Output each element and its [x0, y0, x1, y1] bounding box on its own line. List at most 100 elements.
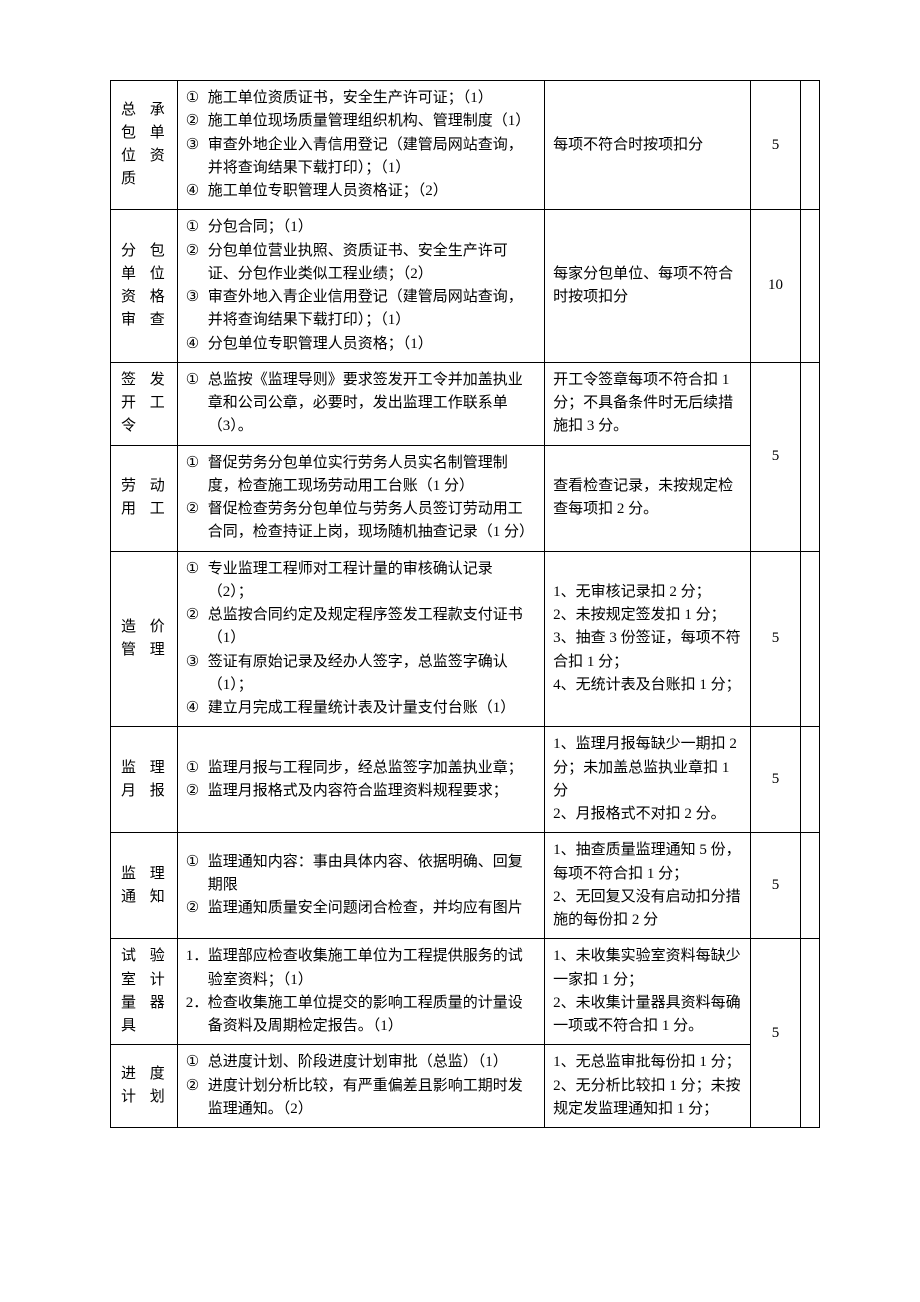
list-marker: ①: [186, 369, 208, 392]
table-row: 监理通知①监理通知内容：事由具体内容、依据明确、回复期限②监理通知质量安全问题闭…: [111, 833, 820, 939]
row-extra: [801, 833, 820, 939]
row-label: 进度计划: [111, 1045, 178, 1128]
list-item-text: 分包单位营业执照、资质证书、安全生产许可证、分包作业类似工程业绩；（2）: [208, 240, 536, 287]
list-marker: ②: [186, 897, 208, 920]
row-extra: [801, 551, 820, 727]
list-marker: ④: [186, 180, 208, 203]
row-content: ①总监按《监理导则》要求签发开工令并加盖执业章和公司公章，必要时，发出监理工作联…: [177, 362, 544, 445]
list-item-text: 施工单位资质证书，安全生产许可证；（1）: [208, 87, 536, 110]
criteria-text: 每家分包单位、每项不符合时按项扣分: [553, 263, 742, 310]
row-content: ①监理月报与工程同步，经总监签字加盖执业章；②监理月报格式及内容符合监理资料规程…: [177, 727, 544, 833]
list-marker: ①: [186, 87, 208, 110]
table-row: 进度计划①总进度计划、阶段进度计划审批（总监）（1）②进度计划分析比较，有严重偏…: [111, 1045, 820, 1128]
row-criteria: 1、无总监审批每份扣 1 分；2、无分析比较扣 1 分；未按规定发监理通知扣 1…: [545, 1045, 751, 1128]
list-item-text: 监理通知质量安全问题闭合检查，并均应有图片: [208, 897, 536, 920]
criteria-text: 1、抽查质量监理通知 5 份，每项不符合扣 1 分；2、无回复又没有启动扣分措施…: [553, 839, 742, 932]
list-marker: ②: [186, 1075, 208, 1098]
list-marker: ②: [186, 110, 208, 133]
criteria-text: 1、监理月报每缺少一期扣 2 分；未加盖总监执业章扣 1 分2、月报格式不对扣 …: [553, 733, 742, 826]
row-extra: [801, 939, 820, 1128]
row-label: 签发开工令: [111, 362, 178, 445]
table-row: 总承包单位资质 ①施工单位资质证书，安全生产许可证；（1）②施工单位现场质量管理组…: [111, 81, 820, 210]
table-row: 签发开工令①总监按《监理导则》要求签发开工令并加盖执业章和公司公章，必要时，发出…: [111, 362, 820, 445]
list-marker: 2．: [186, 992, 208, 1015]
list-item-text: 监理通知内容：事由具体内容、依据明确、回复期限: [208, 851, 536, 898]
list-item-text: 总监按《监理导则》要求签发开工令并加盖执业章和公司公章，必要时，发出监理工作联系…: [208, 369, 536, 439]
list-marker: ④: [186, 333, 208, 356]
row-extra: [801, 362, 820, 551]
list-item-text: 督促劳务分包单位实行劳务人员实名制管理制度，检查施工现场劳动用工台账（1 分）: [208, 452, 536, 499]
row-score: 10: [750, 210, 800, 363]
list-marker: ②: [186, 240, 208, 263]
table-row: 试验室计量器具1．监理部应检查收集施工单位为工程提供服务的试验室资料；（1）2．…: [111, 939, 820, 1045]
row-content: ①总进度计划、阶段进度计划审批（总监）（1）②进度计划分析比较，有严重偏差且影响…: [177, 1045, 544, 1128]
row-criteria: 每家分包单位、每项不符合时按项扣分: [545, 210, 751, 363]
list-item-text: 建立月完成工程量统计表及计量支付台账（1）: [208, 697, 536, 720]
list-item-text: 签证有原始记录及经办人签字，总监签字确认（1）；: [208, 651, 536, 698]
row-score: 5: [750, 939, 800, 1128]
criteria-text: 开工令签章每项不符合扣 1 分；不具备条件时无后续措施扣 3 分。: [553, 369, 742, 439]
list-marker: ①: [186, 757, 208, 780]
row-extra: [801, 81, 820, 210]
row-criteria: 开工令签章每项不符合扣 1 分；不具备条件时无后续措施扣 3 分。: [545, 362, 751, 445]
row-label: 总承包单位资质: [111, 81, 178, 210]
row-criteria: 查看检查记录，未按规定检查每项扣 2 分。: [545, 445, 751, 551]
criteria-text: 1、无审核记录扣 2 分；2、未按规定签发扣 1 分；3、抽查 3 份签证，每项…: [553, 581, 742, 697]
list-item-text: 检查收集施工单位提交的影响工程质量的计量设备资料及周期检定报告。（1）: [208, 992, 536, 1039]
list-marker: ②: [186, 498, 208, 521]
evaluation-table: 总承包单位资质①施工单位资质证书，安全生产许可证；（1）②施工单位现场质量管理组…: [110, 80, 820, 1128]
row-label: 试验室计量器具: [111, 939, 178, 1045]
list-marker: ①: [186, 851, 208, 874]
list-marker: 1．: [186, 945, 208, 968]
list-marker: ③: [186, 134, 208, 157]
row-label: 监理月报: [111, 727, 178, 833]
row-score: 5: [750, 833, 800, 939]
row-label: 分包单位资格审查: [111, 210, 178, 363]
list-marker: ④: [186, 697, 208, 720]
row-extra: [801, 727, 820, 833]
row-score: 5: [750, 551, 800, 727]
row-criteria: 1、抽查质量监理通知 5 份，每项不符合扣 1 分；2、无回复又没有启动扣分措施…: [545, 833, 751, 939]
row-content: 1．监理部应检查收集施工单位为工程提供服务的试验室资料；（1）2．检查收集施工单…: [177, 939, 544, 1045]
list-item-text: 监理部应检查收集施工单位为工程提供服务的试验室资料；（1）: [208, 945, 536, 992]
row-criteria: 每项不符合时按项扣分: [545, 81, 751, 210]
row-extra: [801, 210, 820, 363]
table-row: 分包单位资格审查 ①分包合同；（1）②分包单位营业执照、资质证书、安全生产许可证、…: [111, 210, 820, 363]
criteria-text: 查看检查记录，未按规定检查每项扣 2 分。: [553, 475, 742, 522]
row-label: 劳动用工: [111, 445, 178, 551]
row-score: 5: [750, 727, 800, 833]
table-row: 造价管理①专业监理工程师对工程计量的审核确认记录（2）；②总监按合同约定及规定程…: [111, 551, 820, 727]
criteria-text: 每项不符合时按项扣分: [553, 134, 742, 157]
list-item-text: 审查外地企业入青信用登记（建管局网站查询，并将查询结果下载打印）；（1）: [208, 134, 536, 181]
list-item-text: 总进度计划、阶段进度计划审批（总监）（1）: [208, 1051, 536, 1074]
list-item-text: 施工单位专职管理人员资格证；（2）: [208, 180, 536, 203]
list-marker: ①: [186, 216, 208, 239]
row-content: ①监理通知内容：事由具体内容、依据明确、回复期限②监理通知质量安全问题闭合检查，…: [177, 833, 544, 939]
row-content: ①督促劳务分包单位实行劳务人员实名制管理制度，检查施工现场劳动用工台账（1 分）…: [177, 445, 544, 551]
list-marker: ②: [186, 604, 208, 627]
row-content: ①专业监理工程师对工程计量的审核确认记录（2）；②总监按合同约定及规定程序签发工…: [177, 551, 544, 727]
list-item-text: 施工单位现场质量管理组织机构、管理制度（1）: [208, 110, 536, 133]
list-marker: ③: [186, 651, 208, 674]
list-item-text: 审查外地入青企业信用登记（建管局网站查询，并将查询结果下载打印）；（1）: [208, 286, 536, 333]
list-item-text: 监理月报格式及内容符合监理资料规程要求；: [208, 780, 536, 803]
row-criteria: 1、无审核记录扣 2 分；2、未按规定签发扣 1 分；3、抽查 3 份签证，每项…: [545, 551, 751, 727]
list-item-text: 分包合同；（1）: [208, 216, 536, 239]
row-label: 监理通知: [111, 833, 178, 939]
table-row: 监理月报①监理月报与工程同步，经总监签字加盖执业章；②监理月报格式及内容符合监理…: [111, 727, 820, 833]
row-score: 5: [750, 81, 800, 210]
criteria-text: 1、未收集实验室资料每缺少一家扣 1 分；2、未收集计量器具资料每确一项或不符合…: [553, 945, 742, 1038]
list-marker: ②: [186, 780, 208, 803]
list-marker: ①: [186, 558, 208, 581]
list-item-text: 专业监理工程师对工程计量的审核确认记录（2）；: [208, 558, 536, 605]
list-item-text: 分包单位专职管理人员资格；（1）: [208, 333, 536, 356]
row-score: 5: [750, 362, 800, 551]
table-row: 劳动用工①督促劳务分包单位实行劳务人员实名制管理制度，检查施工现场劳动用工台账（…: [111, 445, 820, 551]
list-item-text: 总监按合同约定及规定程序签发工程款支付证书（1）: [208, 604, 536, 651]
list-item-text: 督促检查劳务分包单位与劳务人员签订劳动用工合同，检查持证上岗，现场随机抽查记录（…: [208, 498, 536, 545]
list-marker: ③: [186, 286, 208, 309]
row-criteria: 1、监理月报每缺少一期扣 2 分；未加盖总监执业章扣 1 分2、月报格式不对扣 …: [545, 727, 751, 833]
row-criteria: 1、未收集实验室资料每缺少一家扣 1 分；2、未收集计量器具资料每确一项或不符合…: [545, 939, 751, 1045]
criteria-text: 1、无总监审批每份扣 1 分；2、无分析比较扣 1 分；未按规定发监理通知扣 1…: [553, 1051, 742, 1121]
list-marker: ①: [186, 452, 208, 475]
